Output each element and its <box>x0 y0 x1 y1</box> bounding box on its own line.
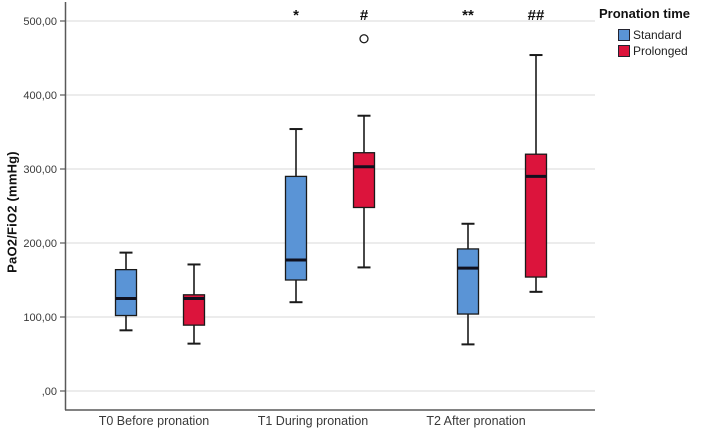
x-category-label: T0 Before pronation <box>99 414 210 428</box>
standard-box-1 <box>284 175 308 281</box>
prolonged-box-1 <box>352 152 376 209</box>
legend-item-prolonged: Prolonged <box>618 44 707 58</box>
x-category-label: T2 After pronation <box>426 414 525 428</box>
significance-mark: # <box>360 7 369 24</box>
prolonged-color-swatch <box>618 45 630 57</box>
y-tick-label: 200,00 <box>23 238 57 250</box>
standard-color-swatch <box>618 29 630 41</box>
significance-mark: ## <box>528 7 545 24</box>
significance-mark: * <box>293 7 299 24</box>
standard-box-0 <box>114 268 138 317</box>
y-tick-label: ,00 <box>42 386 57 398</box>
legend: Pronation time Standard Prolonged <box>599 6 707 60</box>
y-tick-label: 100,00 <box>23 312 57 324</box>
outlier-point <box>359 34 369 44</box>
legend-label-prolonged: Prolonged <box>633 44 688 58</box>
significance-mark: ** <box>462 7 474 24</box>
y-tick-label: 500,00 <box>23 16 57 28</box>
prolonged-box-0 <box>182 294 206 326</box>
legend-label-standard: Standard <box>633 28 682 42</box>
legend-item-standard: Standard <box>618 28 707 42</box>
legend-title: Pronation time <box>599 6 691 21</box>
y-tick-label: 300,00 <box>23 164 57 176</box>
prolonged-box-2 <box>524 153 548 278</box>
standard-box-2 <box>456 248 480 315</box>
x-category-label: T1 During pronation <box>258 414 369 428</box>
y-tick-label: 400,00 <box>23 90 57 102</box>
